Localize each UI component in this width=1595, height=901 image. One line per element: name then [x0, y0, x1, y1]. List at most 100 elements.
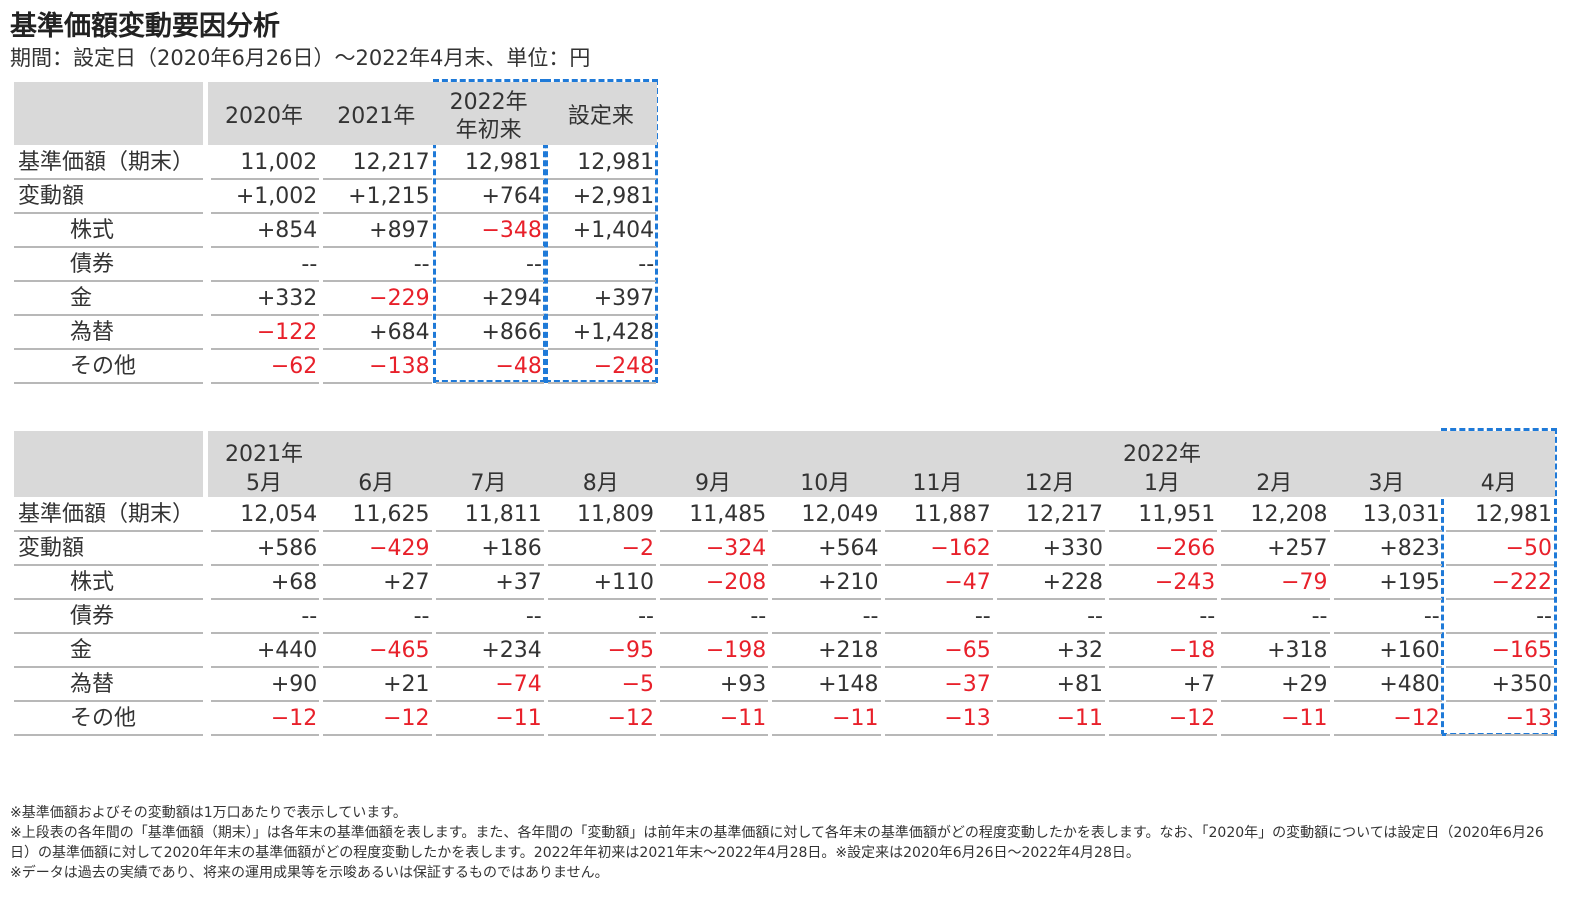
header-bg: [208, 82, 658, 145]
cell-value: −208: [660, 568, 769, 600]
cell-value: ‐‐: [1109, 602, 1218, 634]
cell-value: 11,625: [323, 500, 432, 532]
cell-value: −95: [547, 636, 656, 668]
cell-value: −138: [323, 352, 432, 384]
cell-value: +68: [211, 568, 320, 600]
cell-value: −324: [660, 534, 769, 566]
cell-value: −12: [547, 704, 656, 736]
cell-value: 12,054: [211, 500, 320, 532]
cell-value: +2,981: [547, 182, 657, 214]
row-label: 変動額: [14, 182, 203, 214]
cell-value: +823: [1333, 534, 1442, 566]
column-year: 2022年: [1123, 442, 1201, 467]
column-header: 9月: [695, 471, 731, 496]
cell-value: −198: [660, 636, 769, 668]
cell-value: −429: [323, 534, 432, 566]
cell-value: −229: [323, 284, 432, 316]
column-header: 2月: [1256, 471, 1293, 496]
cell-value: +350: [1445, 670, 1554, 702]
cell-value: 12,981: [547, 148, 657, 180]
cell-value: +332: [211, 284, 320, 316]
cell-value: 12,049: [772, 500, 881, 532]
cell-value: +160: [1333, 636, 1442, 668]
column-header: 3月: [1368, 471, 1405, 496]
cell-value: −465: [323, 636, 432, 668]
cell-value: ‐‐: [884, 602, 993, 634]
row-label: 株式: [14, 216, 203, 248]
cell-value: +564: [772, 534, 881, 566]
cell-value: −12: [1333, 704, 1442, 736]
cell-value: 11,485: [660, 500, 769, 532]
row-label: その他: [14, 704, 203, 736]
row-label: 株式: [14, 568, 203, 600]
cell-value: 12,208: [1221, 500, 1330, 532]
cell-value: ‐‐: [1221, 602, 1330, 634]
cell-value: −37: [884, 670, 993, 702]
cell-value: +480: [1333, 670, 1442, 702]
column-header: 10月: [800, 471, 851, 496]
column-header: 6月: [358, 471, 395, 496]
cell-value: +32: [996, 636, 1105, 668]
cell-value: 12,217: [996, 500, 1105, 532]
row-label: 為替: [14, 318, 203, 350]
cell-value: −165: [1445, 636, 1554, 668]
footnote: ※データは過去の実績であり、将来の運用成果等を示唆あるいは保証するものではありま…: [10, 865, 609, 881]
cell-value: +148: [772, 670, 881, 702]
cell-value: +586: [211, 534, 320, 566]
row-label: 為替: [14, 670, 203, 702]
cell-value: ‐‐: [1445, 602, 1554, 634]
cell-value: +684: [323, 318, 432, 350]
cell-value: +1,215: [323, 182, 432, 214]
cell-value: 11,811: [435, 500, 544, 532]
cell-value: +7: [1109, 670, 1218, 702]
cell-value: ‐‐: [323, 602, 432, 634]
cell-value: −74: [435, 670, 544, 702]
column-header: 12月: [1024, 471, 1075, 496]
cell-value: ‐‐: [323, 250, 432, 282]
cell-value: −79: [1221, 568, 1330, 600]
cell-value: −243: [1109, 568, 1218, 600]
cell-value: −266: [1109, 534, 1218, 566]
cell-value: +29: [1221, 670, 1330, 702]
cell-value: +764: [435, 182, 544, 214]
column-header: 8月: [582, 471, 619, 496]
column-header: 2021年: [337, 104, 416, 129]
column-header: 2022年: [449, 90, 528, 115]
cell-value: −222: [1445, 568, 1554, 600]
cell-value: +1,428: [547, 318, 657, 350]
row-label: 変動額: [14, 534, 203, 566]
cell-value: ‐‐: [435, 602, 544, 634]
cell-value: +27: [323, 568, 432, 600]
cell-value: 11,951: [1109, 500, 1218, 532]
row-label: 債券: [14, 602, 203, 634]
cell-value: +897: [323, 216, 432, 248]
column-header: 年初来: [455, 118, 522, 143]
row-label: 金: [14, 284, 203, 316]
cell-value: −122: [211, 318, 320, 350]
cell-value: +1,002: [211, 182, 320, 214]
cell-value: −12: [323, 704, 432, 736]
footnote: ※上段表の各年間の「基準価額（期末）」は各年末の基準価額を表します。また、各年間…: [10, 825, 1544, 861]
title: 基準価額変動要因分析: [10, 11, 280, 42]
cell-value: +397: [547, 284, 657, 316]
cell-value: 12,981: [435, 148, 544, 180]
subtitle: 期間：設定日（2020年6月26日）～2022年4月末、単位：円: [10, 46, 591, 70]
header-bg: [14, 431, 203, 497]
cell-value: ‐‐: [211, 250, 320, 282]
cell-value: 11,809: [547, 500, 656, 532]
cell-value: −11: [772, 704, 881, 736]
cell-value: −13: [1445, 704, 1554, 736]
cell-value: +228: [996, 568, 1105, 600]
cell-value: +218: [772, 636, 881, 668]
cell-value: 12,981: [1445, 500, 1554, 532]
column-year: 2021年: [225, 442, 303, 467]
cell-value: −12: [211, 704, 320, 736]
column-header: 設定来: [567, 104, 634, 129]
cell-value: −248: [547, 352, 657, 384]
cell-value: +866: [435, 318, 544, 350]
row-label: 基準価額（期末）: [14, 148, 203, 180]
cell-value: ‐‐: [1333, 602, 1442, 634]
cell-value: +110: [547, 568, 656, 600]
cell-value: −62: [211, 352, 320, 384]
